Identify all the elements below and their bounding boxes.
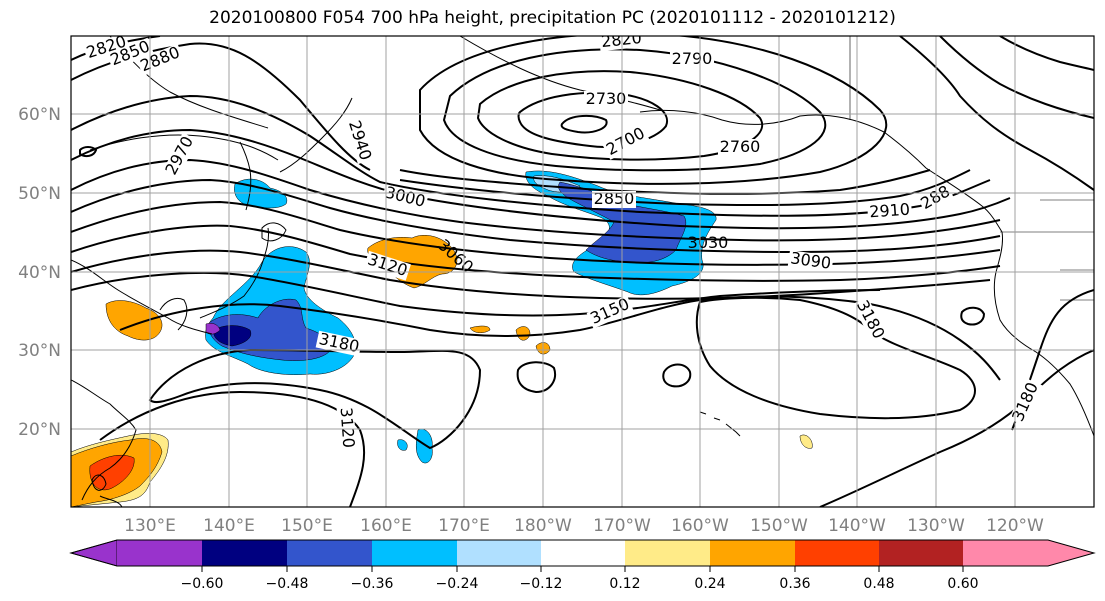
lat-label: 40°N — [18, 263, 61, 283]
contour-small-4 — [79, 146, 98, 158]
taiwan-coast — [91, 474, 107, 491]
contour-label: 2760 — [720, 137, 761, 156]
precip-blob-6 — [799, 434, 813, 449]
contour-small-3 — [960, 306, 986, 326]
contour-label: 2820 — [600, 28, 642, 51]
hawaii-islands — [699, 411, 741, 437]
hokkaido-coast — [261, 222, 287, 242]
korea-coast — [159, 297, 188, 331]
map-frame — [70, 35, 1095, 508]
colorbar-left-arrow — [69, 539, 118, 567]
lon-label: 170°W — [593, 516, 651, 536]
contour-3120 — [71, 271, 881, 317]
colorbar-swatch — [372, 540, 457, 566]
contour-3090 — [71, 249, 991, 300]
contour-label: 3030 — [688, 233, 729, 252]
lon-label: 140°E — [203, 516, 255, 536]
colorbar-swatch — [879, 540, 963, 566]
colorbar-tick-label: −0.36 — [351, 576, 394, 592]
kamchatka-coast — [279, 97, 353, 173]
colorbar-tick-label: −0.24 — [436, 576, 479, 592]
colorbar-swatch — [625, 540, 710, 566]
colorbar-tick-label: 0.24 — [694, 576, 725, 592]
precip-blob-4 — [416, 428, 433, 464]
contour-label: 2790 — [672, 49, 713, 68]
precip-red-taiwan — [89, 455, 135, 491]
colorbar-swatch — [457, 540, 541, 566]
alaska-interior — [459, 36, 661, 111]
lon-label: 140°W — [828, 516, 886, 536]
contour-east-2 — [939, 36, 1094, 119]
contour-label: 2850 — [594, 189, 635, 208]
contour-2940 — [71, 128, 1011, 230]
contour-3120-se — [819, 349, 1094, 507]
precip-blue-kuril — [234, 178, 288, 209]
lat-label: 30°N — [18, 341, 61, 361]
lon-label: 160°E — [360, 516, 412, 536]
contour-2970 — [71, 158, 1001, 242]
colorbar-swatch — [117, 540, 202, 566]
lon-axis: 130°E 140°E 150°E 160°E 170°E 180°W 170°… — [124, 516, 1044, 536]
lat-label: 60°N — [18, 105, 61, 125]
lat-axis: 60°N 50°N 40°N 30°N 20°N — [18, 105, 61, 440]
lon-label: 150°E — [281, 516, 333, 536]
contour-3060 — [71, 224, 1001, 282]
contour-3120-south — [99, 390, 366, 507]
precip-dark-japan — [213, 325, 252, 347]
colorbar-swatch — [202, 540, 287, 566]
philippines-coast — [99, 495, 123, 507]
contour-small-1 — [516, 361, 556, 394]
lon-label: 180°W — [514, 516, 572, 536]
contour-label: 3120 — [337, 407, 359, 449]
na-west-coast — [993, 231, 1094, 437]
colorbar: −0.60 −0.48 −0.36 −0.24 −0.12 0.12 0.24 … — [69, 539, 1096, 592]
contour-label: 2730 — [586, 89, 627, 108]
colorbar-outline — [69, 539, 1096, 567]
lon-label: 160°W — [671, 516, 729, 536]
colorbar-tick-label: −0.12 — [520, 576, 563, 592]
colorbar-swatch — [541, 540, 625, 566]
contour-3180-east — [695, 296, 976, 420]
contour-2820-east — [419, 36, 888, 185]
lon-label: 130°W — [907, 516, 965, 536]
lat-label: 20°N — [18, 420, 61, 440]
contour-east-3 — [999, 36, 1094, 71]
contour-3030 — [71, 200, 1001, 266]
lat-label: 50°N — [18, 184, 61, 204]
contour-2760 — [476, 70, 763, 161]
contour-small-2 — [662, 363, 692, 388]
graticule — [71, 36, 1094, 507]
lon-label: 170°E — [438, 516, 490, 536]
japan-coast — [199, 227, 269, 319]
lon-label: 120°W — [986, 516, 1044, 536]
precip-orange-japan — [105, 300, 163, 341]
contour-2790 — [442, 48, 827, 172]
contour-3000 — [71, 178, 1001, 254]
lon-label: 130°E — [124, 516, 176, 536]
coastlines — [71, 36, 1094, 507]
precip-blob-3 — [469, 325, 491, 333]
colorbar-tick-label: 0.48 — [863, 576, 894, 592]
colorbar-swatch — [795, 540, 879, 566]
colorbar-tick-label: 0.12 — [609, 576, 640, 592]
colorbar-swatch — [710, 540, 795, 566]
contour-low-center — [560, 114, 608, 134]
contour-3150 — [119, 295, 1001, 381]
map-title: 2020100800 F054 700 hPa height, precipit… — [209, 8, 896, 28]
precip-blob-5 — [397, 439, 408, 451]
colorbar-tick-label: −0.60 — [181, 576, 224, 592]
height-contours — [71, 36, 1094, 507]
contour-label: 2910 — [869, 200, 911, 222]
colorbar-tick-label: 0.60 — [947, 576, 978, 592]
lon-label: 150°W — [750, 516, 808, 536]
na-borders — [849, 36, 1094, 301]
colorbar-tick-label: −0.48 — [266, 576, 309, 592]
precip-blob-1 — [515, 326, 531, 341]
colorbar-right-arrow — [963, 540, 1094, 566]
colorbar-tick-label: 0.36 — [779, 576, 810, 592]
colorbar-swatch — [287, 540, 372, 566]
alaska-coast — [639, 109, 1003, 233]
